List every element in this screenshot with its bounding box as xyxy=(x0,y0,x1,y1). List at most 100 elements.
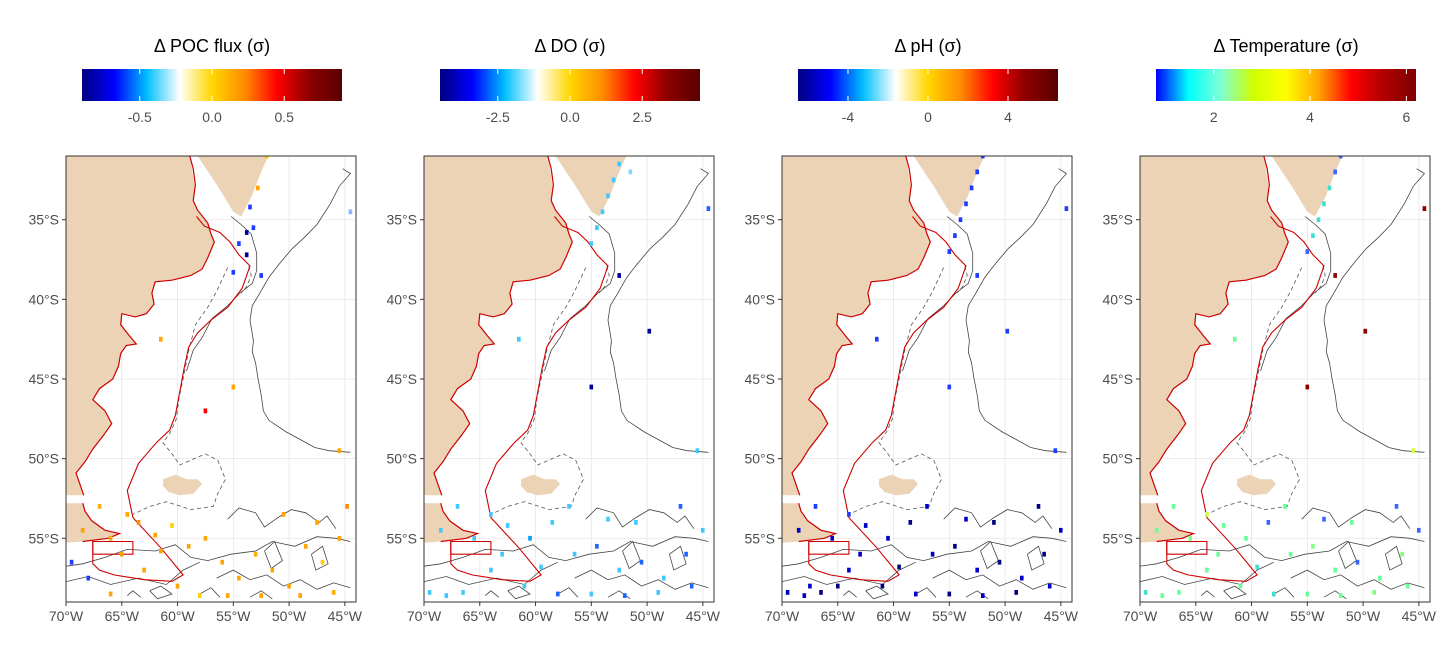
coastline-tdf xyxy=(1156,503,1196,543)
y-axis-tick-label: 55°S xyxy=(1102,530,1133,546)
colorbar-tick-label: 6 xyxy=(1402,109,1410,125)
anomaly-cell xyxy=(1288,551,1293,557)
colorbar-tick-label: -4 xyxy=(842,109,855,125)
bathymetry-contour xyxy=(1273,587,1295,598)
anomaly-cell xyxy=(1177,590,1181,595)
x-axis-tick-label: 65°W xyxy=(463,608,498,624)
anomaly-cell xyxy=(203,535,208,541)
anomaly-cell xyxy=(159,548,163,554)
anomaly-cell xyxy=(897,564,901,570)
anomaly-cell xyxy=(678,504,683,509)
anomaly-cell xyxy=(1283,504,1287,509)
anomaly-cell xyxy=(1154,527,1159,533)
shelf-break-dashed xyxy=(132,267,229,515)
shelf-break-dashed xyxy=(490,267,587,515)
map-plot-area xyxy=(66,156,356,602)
anomaly-cell xyxy=(331,590,336,595)
map-plot-area xyxy=(424,156,714,602)
anomaly-cell xyxy=(617,161,621,167)
anomaly-cell xyxy=(981,156,985,159)
eez-boundary xyxy=(808,216,967,582)
anomaly-cell xyxy=(947,384,952,390)
x-axis-tick-label: 50°W xyxy=(1346,608,1381,624)
anomaly-cell xyxy=(315,520,319,525)
bathymetry-contour xyxy=(607,168,710,453)
anomaly-cell xyxy=(259,593,263,598)
eez-boundary xyxy=(450,216,609,582)
anomaly-cell xyxy=(539,564,543,570)
anomaly-cell xyxy=(953,233,957,238)
bathymetry-contour xyxy=(1301,507,1411,529)
anomaly-cell xyxy=(528,535,532,541)
anomaly-cell xyxy=(572,551,577,557)
anomaly-cell xyxy=(80,527,85,533)
x-axis-tick-label: 65°W xyxy=(1179,608,1214,624)
bathymetry-contour xyxy=(544,216,616,372)
bathymetry-contour xyxy=(199,587,221,598)
anomaly-cell xyxy=(1205,512,1209,517)
anomaly-cell xyxy=(175,583,180,589)
anomaly-cell xyxy=(1160,593,1165,598)
anomaly-cell xyxy=(863,523,868,528)
anomaly-cell xyxy=(908,520,913,525)
panel-ph: Δ pH (σ) -4 0 4 70°W 65°W 60°W 55°W 50°W 45°W 35… xyxy=(744,36,1078,624)
bathymetry-contour xyxy=(1140,561,1274,585)
anomaly-cell xyxy=(69,559,74,565)
y-axis-tick-label: 35°S xyxy=(28,212,59,228)
map-plot-area xyxy=(782,156,1072,602)
anomaly-cell xyxy=(589,384,594,390)
anomaly-cell xyxy=(1188,535,1192,541)
anomaly-cell xyxy=(1305,249,1310,254)
anomaly-cell xyxy=(634,520,638,525)
x-axis-tick-label: 45°W xyxy=(328,608,363,624)
anomaly-cell xyxy=(647,328,652,334)
y-axis-tick-label: 55°S xyxy=(744,530,775,546)
anomaly-cell xyxy=(623,593,627,598)
y-axis-tick-label: 45°S xyxy=(28,371,59,387)
anomaly-cell xyxy=(337,535,342,541)
bathymetry-contour xyxy=(782,561,916,585)
anomaly-cell xyxy=(444,593,449,598)
anomaly-cell xyxy=(237,575,241,581)
panel-title: Δ pH (σ) xyxy=(894,36,961,56)
eez-boundary-box xyxy=(1166,540,1208,555)
anomaly-cell xyxy=(517,336,521,342)
x-axis-tick-label: 60°W xyxy=(160,608,195,624)
anomaly-cell xyxy=(265,156,269,159)
bathymetry-contour xyxy=(1385,545,1403,571)
anomaly-cell xyxy=(1305,591,1310,597)
colorbar-tick-label: 0 xyxy=(924,109,932,125)
colorbar-tick-label: 4 xyxy=(1306,109,1314,125)
bathymetry-contour xyxy=(557,587,579,598)
anomaly-cell xyxy=(438,527,443,533)
land-tierra-del-fuego xyxy=(782,503,836,543)
anomaly-cell xyxy=(159,336,163,342)
anomaly-cell xyxy=(203,408,208,414)
anomaly-cell xyxy=(1333,567,1337,573)
bathymetry-contour xyxy=(249,168,352,453)
eez-boundary xyxy=(1166,216,1325,582)
anomaly-cell xyxy=(1311,233,1315,238)
anomaly-cell xyxy=(231,269,236,275)
x-axis-tick-label: 60°W xyxy=(518,608,553,624)
anomaly-cell xyxy=(706,206,711,211)
anomaly-cell xyxy=(489,567,493,573)
anomaly-cell xyxy=(695,448,700,454)
anomaly-cell xyxy=(1272,591,1276,597)
bathymetry-contour xyxy=(424,561,558,585)
shelf-break-dashed xyxy=(1206,267,1303,515)
land-tierra-del-fuego xyxy=(66,503,120,543)
anomaly-cell xyxy=(256,185,260,191)
anomaly-cell xyxy=(220,559,224,565)
shelf-break-dashed xyxy=(1314,265,1326,294)
bathymetry-contour xyxy=(669,545,687,571)
anomaly-cell xyxy=(304,543,308,549)
anomaly-cell xyxy=(251,225,256,231)
colorbar-gradient xyxy=(1156,69,1416,101)
y-axis-tick-label: 35°S xyxy=(744,212,775,228)
anomaly-cell xyxy=(500,551,504,557)
anomaly-cell xyxy=(639,559,644,565)
anomaly-cell xyxy=(1233,336,1237,342)
anomaly-cell xyxy=(975,169,979,175)
x-axis-tick-label: 70°W xyxy=(407,608,442,624)
